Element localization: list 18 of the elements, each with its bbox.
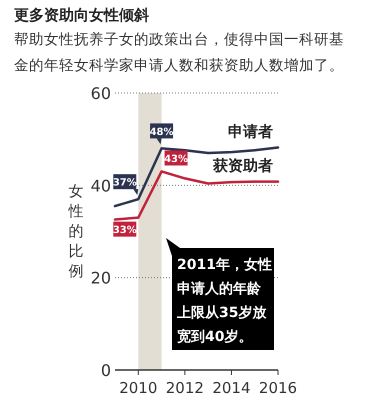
annotation-callout: 2011年，女性申请人的年龄上限从35岁放宽到40岁。 (166, 238, 274, 350)
data-label: 33% (112, 225, 137, 236)
line-series (114, 146, 280, 208)
data-label: 37% (112, 178, 137, 189)
series-label: 申请者 (228, 122, 273, 140)
y-tick-label: 60 (90, 84, 111, 103)
annotation: 2011年，女性申请人的年龄上限从35岁放宽到40岁。 (176, 257, 272, 345)
y-tick-label: 0 (100, 361, 111, 380)
chart-title: 更多资助向女性倾斜 (14, 6, 149, 24)
x-tick-label: 2014 (212, 379, 251, 397)
x-tick-label: 2016 (258, 379, 298, 397)
x-tick-label: 2012 (166, 379, 204, 397)
legend-label: 获资助者 (212, 156, 273, 175)
chart-subtitle: 帮助女性抚养子女的政策出台，使得中国一科研基金的年轻女科学家申请人数和获资助人数增加了。 (14, 31, 344, 74)
y-axis-title: 女性的比例 (68, 182, 84, 280)
x-tick-label: 2010 (119, 379, 158, 397)
y-tick-label: 40 (90, 176, 111, 196)
y-tick-label: 20 (90, 268, 111, 288)
